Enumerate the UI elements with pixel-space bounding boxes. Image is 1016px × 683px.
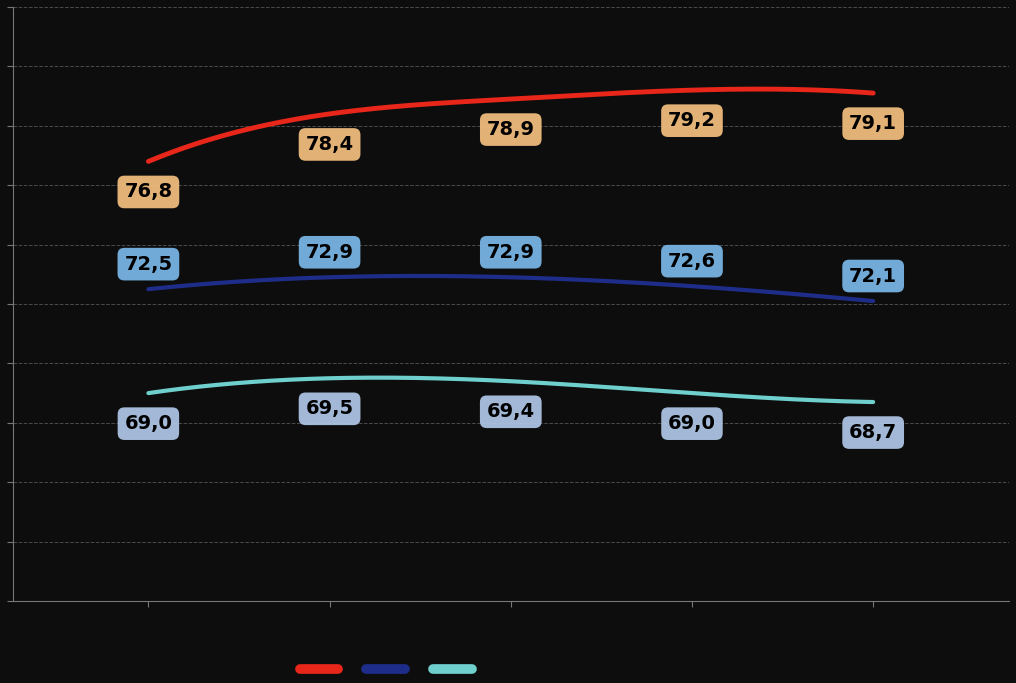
Text: 79,1: 79,1 xyxy=(849,114,897,133)
Text: 72,6: 72,6 xyxy=(668,251,716,270)
Text: 69,0: 69,0 xyxy=(124,414,173,433)
Text: 69,0: 69,0 xyxy=(669,414,716,433)
Text: 72,1: 72,1 xyxy=(849,266,897,285)
Text: 68,7: 68,7 xyxy=(849,423,897,442)
Text: 72,9: 72,9 xyxy=(487,242,534,262)
Text: 72,5: 72,5 xyxy=(124,255,173,274)
Text: 78,4: 78,4 xyxy=(306,135,354,154)
Text: 76,8: 76,8 xyxy=(124,182,173,201)
Text: 72,9: 72,9 xyxy=(306,242,354,262)
Text: 78,9: 78,9 xyxy=(487,120,534,139)
Text: 69,4: 69,4 xyxy=(487,402,534,421)
Text: 69,5: 69,5 xyxy=(306,400,354,418)
Text: 79,2: 79,2 xyxy=(668,111,716,130)
Legend: , , : , , xyxy=(294,657,489,683)
